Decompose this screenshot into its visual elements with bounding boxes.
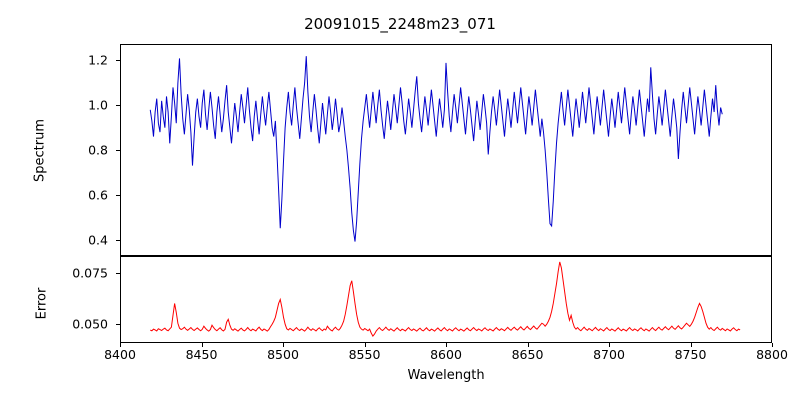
y-tick-mark-error — [116, 273, 120, 275]
y-tick-label-spectrum: 1.0 — [88, 97, 108, 113]
y-tick-label-spectrum: 0.6 — [88, 187, 108, 203]
x-tick-label: 8500 — [267, 347, 299, 362]
x-axis-label: Wavelength — [407, 368, 485, 383]
y-axis-label-spectrum: Spectrum — [32, 119, 48, 182]
spectrum-line-series — [121, 45, 771, 255]
error-line-series — [121, 257, 771, 342]
y-tick-label-spectrum: 0.4 — [88, 232, 108, 248]
x-tick-label: 8450 — [185, 347, 218, 362]
y-tick-mark-spectrum — [116, 59, 120, 61]
y-axis-label-error: Error — [34, 287, 50, 320]
y-tick-mark-error — [116, 323, 120, 325]
x-tick-label: 8650 — [511, 347, 544, 362]
y-tick-mark-spectrum — [116, 150, 120, 152]
x-tick-mark — [364, 343, 366, 347]
y-tick-mark-spectrum — [116, 240, 120, 242]
spectrum-plot-panel — [120, 44, 772, 256]
y-tick-label-error: 0.075 — [72, 265, 108, 281]
x-tick-label: 8700 — [593, 347, 625, 362]
y-tick-mark-spectrum — [116, 195, 120, 197]
y-tick-label-error: 0.050 — [72, 316, 108, 332]
error-plot-panel — [120, 256, 772, 343]
x-tick-mark — [446, 343, 448, 347]
x-tick-mark — [201, 343, 203, 347]
y-tick-label-spectrum: 0.8 — [88, 142, 108, 158]
x-tick-mark — [527, 343, 529, 347]
x-tick-label: 8550 — [348, 347, 381, 362]
x-tick-label: 8400 — [104, 347, 136, 362]
x-tick-label: 8600 — [430, 347, 462, 362]
x-tick-label: 8800 — [756, 347, 788, 362]
x-tick-mark — [283, 343, 285, 347]
x-tick-label: 8750 — [674, 347, 707, 362]
x-tick-mark — [609, 343, 611, 347]
x-tick-mark — [772, 343, 774, 347]
y-tick-label-spectrum: 1.2 — [88, 52, 108, 68]
page-title: 20091015_2248m23_071 — [304, 15, 496, 33]
x-tick-mark — [690, 343, 692, 347]
y-tick-mark-spectrum — [116, 104, 120, 106]
x-tick-mark — [120, 343, 122, 347]
